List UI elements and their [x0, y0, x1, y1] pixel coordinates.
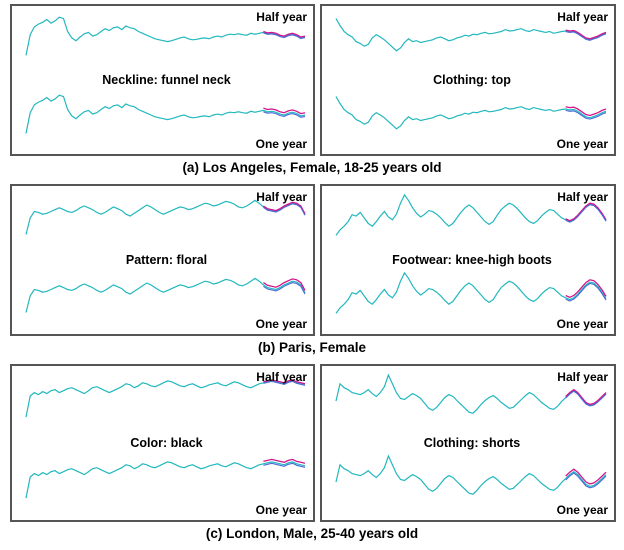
- forecast-line-b: [565, 31, 607, 41]
- half-year-label: Half year: [256, 190, 307, 204]
- series-line: [25, 199, 306, 235]
- one-year-label: One year: [557, 137, 609, 151]
- series-line: [335, 373, 607, 414]
- forecast-line-a: [565, 388, 607, 406]
- panel-paris-footwear: Half year Footwear: knee-high boots One ye…: [320, 184, 616, 336]
- series-line: [335, 271, 607, 314]
- half-year-label: Half year: [557, 370, 608, 384]
- attribute-label: Footwear: knee-high boots: [392, 253, 552, 267]
- forecast-line-b: [263, 282, 306, 295]
- one-year-label: One year: [256, 317, 308, 331]
- caption-paris: (b) Paris, Female: [257, 340, 367, 355]
- panel-los-angeles-neckline: Half year Neckline: funnel neck One year: [10, 4, 315, 156]
- forecast-line-a: [565, 106, 607, 117]
- panel-los-angeles-clothing: Half year Clothing: top One year: [320, 4, 616, 156]
- forecast-line-b: [263, 462, 306, 468]
- forecast-line-b: [263, 111, 306, 118]
- forecast-line-a: [263, 107, 306, 115]
- one-year-label: One year: [557, 503, 609, 517]
- one-year-label: One year: [557, 317, 609, 331]
- forecast-line-a: [263, 30, 306, 38]
- chart-paris-footwear: Half year Footwear: knee-high boots One ye…: [335, 190, 609, 331]
- half-year-label: Half year: [256, 370, 307, 384]
- forecast-line-b: [263, 380, 306, 386]
- forecast-line-b: [263, 32, 306, 40]
- chart-los-angeles-neckline: Half year Neckline: funnel neck One year: [25, 10, 308, 151]
- forecast-line-b: [565, 204, 607, 223]
- attribute-label: Neckline: funnel neck: [102, 73, 231, 87]
- forecast-line-a: [565, 29, 607, 40]
- series-line: [25, 94, 306, 134]
- forecast-line-a: [263, 379, 306, 385]
- one-year-label: One year: [256, 503, 308, 517]
- attribute-label: Clothing: top: [433, 73, 511, 87]
- forecast-line-a: [565, 279, 607, 299]
- one-year-label: One year: [256, 137, 308, 151]
- series-line: [25, 277, 306, 313]
- series-line: [335, 454, 607, 495]
- attribute-label: Pattern: floral: [126, 253, 207, 267]
- half-year-label: Half year: [256, 10, 307, 24]
- chart-los-angeles-clothing: Half year Clothing: top One year: [335, 10, 609, 151]
- series-line: [25, 461, 306, 499]
- caption-london: (c) London, Male, 25-40 years old: [205, 526, 419, 541]
- forecast-line-b: [565, 282, 607, 302]
- forecast-line-b: [565, 472, 607, 489]
- forecast-line-a: [263, 458, 306, 464]
- panel-paris-pattern: Half year Pattern: floral One year: [10, 184, 315, 336]
- series-line: [335, 96, 607, 130]
- chart-paris-pattern: Half year Pattern: floral One year: [25, 190, 308, 331]
- forecast-line-b: [565, 109, 607, 120]
- forecast-line-a: [565, 468, 607, 485]
- panel-london-clothing: Half year Clothing: shorts One year: [320, 364, 616, 522]
- forecast-line-a: [263, 278, 306, 291]
- forecast-line-a: [565, 202, 607, 222]
- attribute-label: Clothing: shorts: [424, 436, 521, 450]
- forecast-line-b: [263, 203, 306, 216]
- chart-london-clothing: Half year Clothing: shorts One year: [335, 370, 609, 517]
- series-line: [335, 18, 607, 52]
- series-line: [335, 193, 607, 236]
- series-line: [25, 16, 306, 56]
- series-line: [25, 380, 306, 418]
- chart-london-color: Half year Color: black One year: [25, 370, 308, 517]
- caption-los-angeles: (a) Los Angeles, Female, 18-25 years old: [182, 160, 442, 175]
- forecast-line-b: [565, 390, 607, 407]
- panel-london-color: Half year Color: black One year: [10, 364, 315, 522]
- attribute-label: Color: black: [130, 436, 202, 450]
- half-year-label: Half year: [557, 10, 608, 24]
- half-year-label: Half year: [557, 190, 608, 204]
- forecast-line-a: [263, 201, 306, 215]
